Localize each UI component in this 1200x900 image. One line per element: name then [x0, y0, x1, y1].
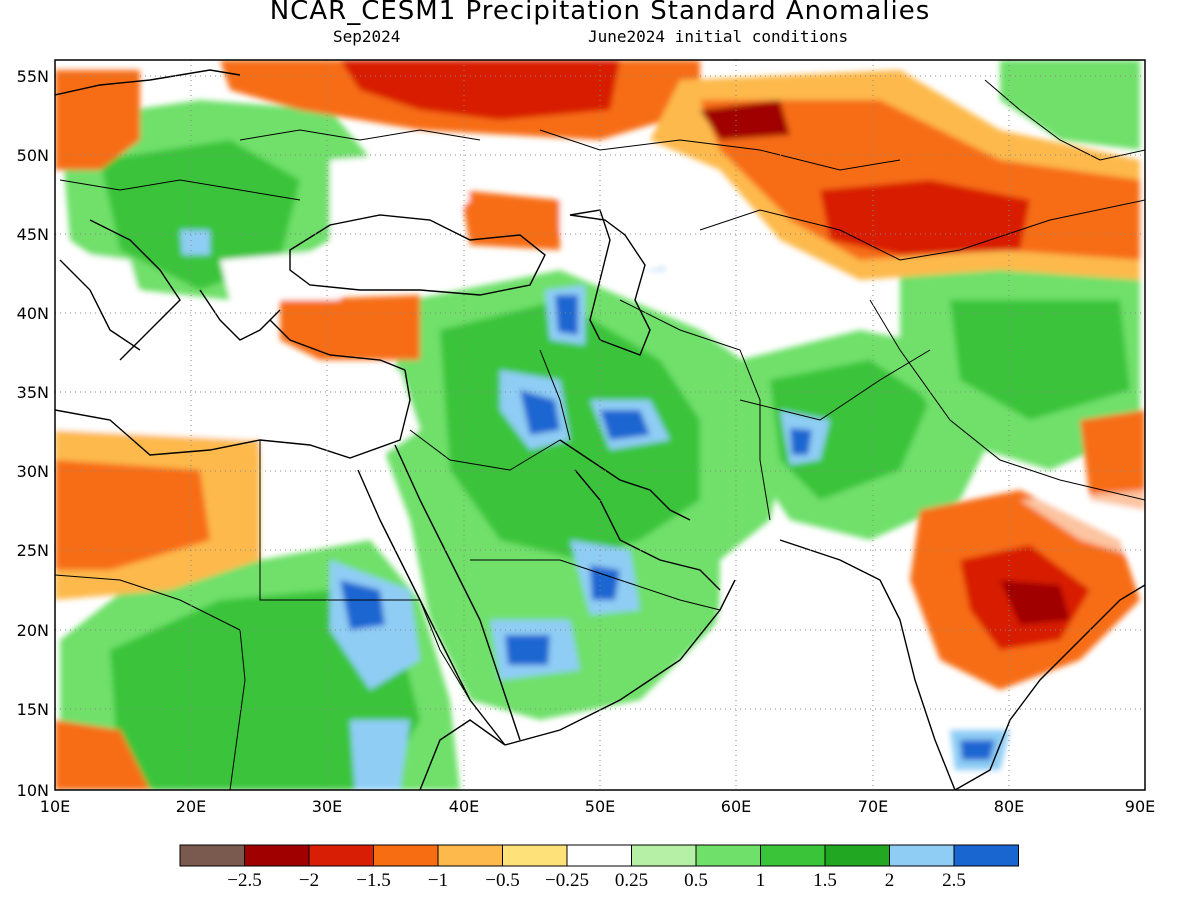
lon-label: 90E — [1125, 797, 1155, 816]
plot-frame — [54, 59, 1146, 791]
colorbar-label: 1.5 — [813, 870, 837, 891]
lon-label: 10E — [40, 797, 70, 816]
colorbar-swatch — [179, 844, 245, 867]
colorbar-swatch — [308, 844, 374, 867]
lat-label: 25N — [17, 541, 49, 560]
lat-label: 30N — [17, 462, 49, 481]
longitude-axis: 10E 20E 30E 40E 50E 60E 70E 80E 90E — [40, 797, 1155, 816]
lon-label: 50E — [585, 797, 615, 816]
lon-label: 20E — [176, 797, 206, 816]
lat-label: 55N — [17, 67, 49, 86]
colorbar-label: −0.25 — [545, 870, 589, 891]
colorbar-swatch — [244, 844, 310, 867]
lat-label: 15N — [17, 700, 49, 719]
init-conditions-label: June2024 initial conditions — [588, 27, 849, 46]
colorbar-swatch — [437, 844, 503, 867]
colorbar-swatch — [824, 844, 890, 867]
colorbar-label: −2.5 — [227, 870, 261, 891]
colorbar-swatch — [566, 844, 632, 867]
colorbar-swatch — [953, 844, 1019, 867]
anomaly-field — [55, 60, 1145, 790]
colorbar-swatch — [502, 844, 568, 867]
colorbar-label: −2 — [299, 870, 319, 891]
lat-label: 20N — [17, 621, 49, 640]
graticule — [55, 60, 1145, 790]
colorbar-label: 0.5 — [684, 870, 708, 891]
colorbar: −2.5 −2 −1.5 −1 −0.5 −0.25 0.25 0.5 1 1.5 2 2.5 — [179, 844, 1019, 891]
lat-label: 35N — [17, 383, 49, 402]
colorbar-label: 1 — [756, 870, 766, 891]
colorbar-label: −1.5 — [356, 870, 390, 891]
colorbar-swatch — [631, 844, 697, 867]
colorbar-label: 2 — [885, 870, 895, 891]
colorbar-swatch — [760, 844, 826, 867]
colorbar-label: −0.5 — [485, 870, 519, 891]
lat-label: 45N — [17, 225, 49, 244]
lat-label: 10N — [17, 781, 49, 800]
colorbar-label: −1 — [428, 870, 448, 891]
colorbar-label: 0.25 — [615, 870, 648, 891]
lon-label: 30E — [312, 797, 342, 816]
lon-label: 60E — [721, 797, 751, 816]
colorbar-label: 2.5 — [942, 870, 966, 891]
valid-month-label: Sep2024 — [333, 27, 401, 46]
lat-label: 50N — [17, 146, 49, 165]
colorbar-swatch — [889, 844, 955, 867]
colorbar-swatch — [695, 844, 761, 867]
lon-label: 40E — [449, 797, 479, 816]
borders — [55, 79, 1145, 790]
colorbar-swatch — [373, 844, 439, 867]
lon-label: 80E — [994, 797, 1024, 816]
lat-label: 40N — [17, 304, 49, 323]
lon-label: 70E — [858, 797, 888, 816]
latitude-axis: 55N 50N 45N 40N 35N 30N 25N 20N 15N 10N — [17, 67, 49, 800]
map-title: NCAR_CESM1 Precipitation Standard Anomal… — [269, 0, 931, 26]
